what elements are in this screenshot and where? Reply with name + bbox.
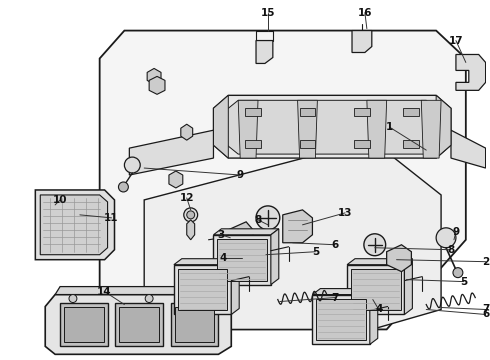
Circle shape: [187, 211, 195, 219]
Polygon shape: [271, 229, 279, 285]
Polygon shape: [223, 100, 441, 154]
Text: 4: 4: [375, 305, 382, 315]
Bar: [403, 108, 419, 116]
Circle shape: [124, 157, 140, 173]
Text: 9: 9: [237, 170, 244, 180]
Polygon shape: [228, 222, 253, 252]
Bar: [403, 140, 419, 148]
Polygon shape: [231, 259, 239, 315]
Text: 4: 4: [220, 253, 227, 263]
Polygon shape: [35, 190, 115, 260]
Polygon shape: [313, 294, 370, 345]
Text: 12: 12: [179, 193, 194, 203]
Polygon shape: [347, 265, 404, 315]
Polygon shape: [436, 95, 451, 158]
Polygon shape: [218, 239, 267, 280]
Bar: [245, 108, 261, 116]
Circle shape: [184, 208, 197, 222]
Circle shape: [453, 268, 463, 278]
Bar: [354, 140, 370, 148]
Text: 11: 11: [104, 213, 119, 223]
Polygon shape: [144, 140, 441, 329]
Bar: [245, 140, 261, 148]
Polygon shape: [214, 95, 451, 158]
Text: 8: 8: [254, 215, 262, 225]
Polygon shape: [45, 294, 231, 354]
Polygon shape: [174, 259, 239, 265]
Polygon shape: [370, 289, 378, 345]
Polygon shape: [256, 41, 273, 63]
Text: 6: 6: [482, 310, 489, 319]
Text: 8: 8: [447, 245, 455, 255]
Polygon shape: [149, 76, 165, 94]
Bar: [175, 306, 215, 342]
Polygon shape: [129, 130, 214, 175]
Polygon shape: [187, 220, 195, 240]
Circle shape: [256, 206, 280, 230]
Bar: [120, 306, 159, 342]
Polygon shape: [352, 31, 372, 53]
Polygon shape: [367, 100, 387, 158]
Polygon shape: [181, 124, 193, 140]
Text: 15: 15: [261, 8, 275, 18]
Bar: [299, 140, 316, 148]
Polygon shape: [214, 235, 271, 285]
Text: 5: 5: [460, 276, 467, 287]
Polygon shape: [404, 259, 413, 315]
Text: 10: 10: [53, 195, 67, 205]
Polygon shape: [313, 289, 378, 294]
Circle shape: [364, 234, 386, 256]
Bar: [171, 302, 219, 346]
Text: 7: 7: [482, 305, 490, 315]
Polygon shape: [214, 229, 279, 235]
Circle shape: [69, 294, 77, 302]
Polygon shape: [169, 171, 183, 188]
Text: 13: 13: [338, 208, 352, 218]
Polygon shape: [317, 298, 366, 340]
Text: 5: 5: [312, 247, 319, 257]
Polygon shape: [174, 265, 231, 315]
Polygon shape: [387, 245, 412, 272]
Circle shape: [145, 294, 153, 302]
Polygon shape: [283, 210, 313, 243]
Bar: [116, 302, 163, 346]
Text: 9: 9: [452, 227, 460, 237]
Polygon shape: [351, 269, 400, 310]
Text: 6: 6: [332, 240, 339, 250]
Bar: [64, 306, 103, 342]
Polygon shape: [147, 68, 161, 84]
Circle shape: [436, 228, 456, 248]
Polygon shape: [214, 95, 228, 158]
Text: 1: 1: [386, 122, 393, 132]
Polygon shape: [456, 54, 486, 90]
Text: 17: 17: [449, 36, 463, 46]
Bar: [299, 108, 316, 116]
Polygon shape: [99, 31, 466, 329]
Bar: [354, 108, 370, 116]
Text: 3: 3: [218, 230, 225, 240]
Circle shape: [199, 294, 208, 302]
Polygon shape: [178, 269, 227, 310]
Polygon shape: [238, 100, 258, 158]
Text: 2: 2: [482, 257, 489, 267]
Polygon shape: [297, 100, 318, 158]
Bar: [60, 302, 108, 346]
Text: 16: 16: [358, 8, 372, 18]
Circle shape: [119, 182, 128, 192]
Text: 14: 14: [98, 287, 112, 297]
Polygon shape: [421, 100, 441, 158]
Polygon shape: [55, 287, 219, 294]
Polygon shape: [347, 259, 413, 265]
Text: 7: 7: [332, 293, 339, 302]
Polygon shape: [451, 130, 486, 168]
Polygon shape: [40, 195, 108, 255]
